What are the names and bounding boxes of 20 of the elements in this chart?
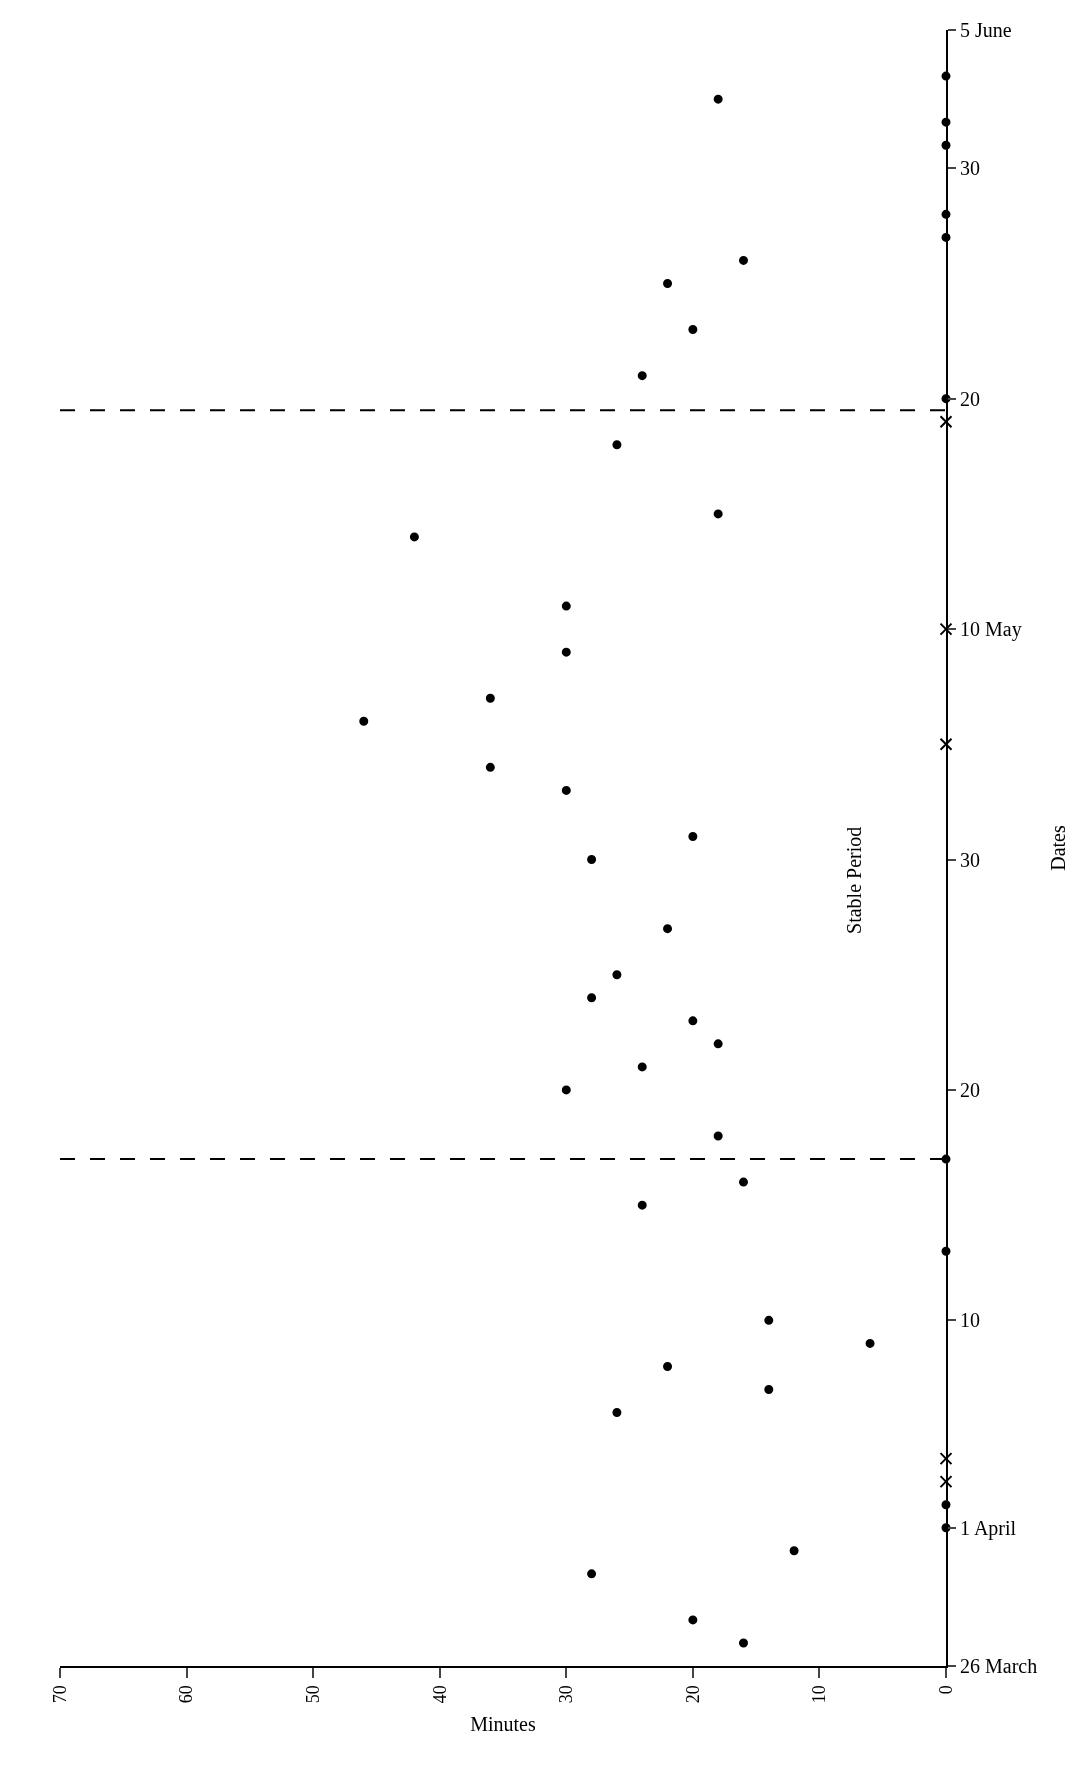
y-tick-label: 5 June <box>960 19 1012 41</box>
x-tick-label: 0 <box>935 1685 956 1695</box>
y-tick-label: 10 <box>960 1309 980 1332</box>
x-tick-label: 50 <box>302 1685 323 1704</box>
x-tick-label: 10 <box>809 1685 830 1704</box>
x-tick-label: 40 <box>429 1685 450 1704</box>
x-axis-title: Minutes <box>470 1713 536 1736</box>
y-tick-label: 26 March <box>960 1655 1038 1677</box>
x-tick-label: 70 <box>49 1685 70 1704</box>
x-tick-label: 20 <box>682 1685 703 1704</box>
y-tick-label: 30 <box>960 848 980 871</box>
annotation: Stable Period <box>842 826 865 934</box>
y-tick-label: 30 <box>960 157 980 180</box>
y-axis-title: Dates <box>1047 825 1070 871</box>
y-tick-label: 20 <box>960 387 980 410</box>
y-tick-label: 20 <box>960 1078 980 1101</box>
y-tick-label: 1 April <box>960 1516 1017 1540</box>
x-tick-label: 30 <box>556 1685 577 1704</box>
y-tick-label: 10 May <box>960 618 1022 642</box>
x-tick-label: 60 <box>176 1685 197 1704</box>
